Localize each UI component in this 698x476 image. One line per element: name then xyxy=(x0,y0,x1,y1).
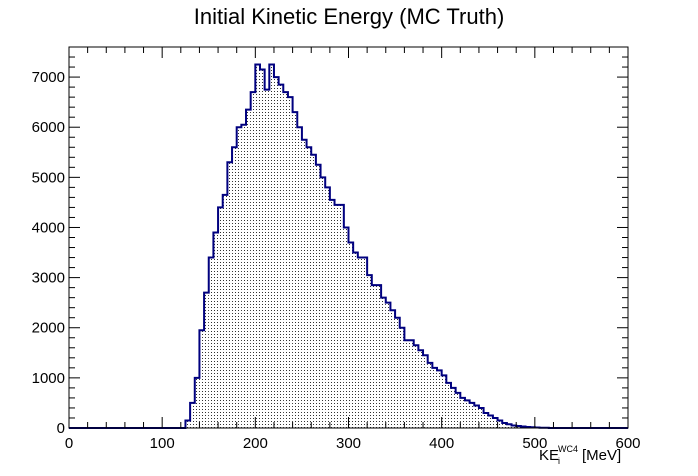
histogram-bar xyxy=(455,392,461,428)
histogram-bar xyxy=(506,424,512,428)
histogram-bar xyxy=(516,425,521,428)
y-tick-label: 6000 xyxy=(32,119,65,136)
histogram-bar xyxy=(343,227,349,428)
histogram-bar xyxy=(185,420,191,428)
histogram-bar xyxy=(301,139,307,429)
histogram-bar xyxy=(278,84,284,428)
histogram-bar xyxy=(311,154,316,428)
histogram-bar xyxy=(236,127,242,429)
histogram-bar xyxy=(381,297,386,428)
y-tick-label: 3000 xyxy=(32,270,65,287)
x-tick-label: 300 xyxy=(336,435,361,452)
histogram-bar xyxy=(208,257,214,428)
histogram-bar xyxy=(460,397,465,428)
histogram-bar xyxy=(250,92,256,429)
histogram-bar xyxy=(511,425,517,428)
histogram-bar xyxy=(367,275,372,428)
histogram-bar xyxy=(404,340,410,428)
histogram-bar xyxy=(241,124,247,428)
x-axis-label-sub: i xyxy=(558,456,560,466)
x-axis-label: KEi WC4 [MeV] xyxy=(539,444,621,466)
histogram-bar xyxy=(469,402,475,428)
histogram-bar xyxy=(273,77,279,428)
histogram-bar xyxy=(325,187,330,428)
histogram-bar xyxy=(502,422,507,428)
plot-area xyxy=(69,63,628,429)
histogram-bar xyxy=(474,405,479,428)
histogram-bar xyxy=(488,415,493,428)
histogram-bar xyxy=(357,257,363,428)
histogram-bar xyxy=(478,407,484,428)
histogram-bar xyxy=(297,127,302,429)
histogram-bar xyxy=(409,340,414,428)
y-tick-label: 0 xyxy=(57,420,65,437)
histogram-outline xyxy=(69,63,628,429)
histogram-bar xyxy=(232,147,237,428)
histogram-bar xyxy=(255,64,260,428)
histogram-bar xyxy=(450,387,456,428)
histogram-bar xyxy=(292,112,298,428)
histogram-bar xyxy=(329,199,335,428)
x-tick-label: 0 xyxy=(65,435,73,452)
y-tick-label: 5000 xyxy=(32,169,65,186)
histogram-bar xyxy=(283,92,288,429)
x-axis-label-unit: [MeV] xyxy=(582,447,621,464)
histogram-bar xyxy=(446,382,451,428)
histogram-bar xyxy=(246,109,251,428)
histogram-bar xyxy=(213,232,219,428)
histogram-bar xyxy=(199,330,205,428)
histogram-bar xyxy=(348,242,354,428)
x-tick-label: 200 xyxy=(243,435,268,452)
histogram-bar xyxy=(353,252,358,428)
histogram-bar xyxy=(399,327,405,428)
histogram-bar xyxy=(264,89,270,428)
histogram-bar xyxy=(218,207,223,428)
chart-title: Initial Kinetic Energy (MC Truth) xyxy=(194,4,505,29)
histogram-bar xyxy=(371,285,377,428)
histogram-bar xyxy=(427,362,433,428)
histogram-bar xyxy=(464,400,470,428)
histogram-bar xyxy=(204,292,209,428)
histogram-bar xyxy=(492,417,498,428)
histogram-bar xyxy=(432,367,438,428)
y-tick-label: 1000 xyxy=(32,370,65,387)
histogram-bar xyxy=(418,350,424,428)
x-tick-label: 600 xyxy=(615,435,640,452)
y-tick-label: 2000 xyxy=(32,320,65,337)
histogram-bar xyxy=(190,402,195,428)
x-axis-label-sup: WC4 xyxy=(558,444,578,454)
x-axis-label-main: KE xyxy=(539,447,559,464)
histogram-bar xyxy=(269,64,274,428)
x-tick-label: 500 xyxy=(522,435,547,452)
histogram-bar xyxy=(423,355,428,428)
x-tick-label: 100 xyxy=(150,435,175,452)
histogram-bar xyxy=(227,162,233,429)
histogram-bar xyxy=(441,375,447,428)
histogram-bar xyxy=(320,177,326,428)
histogram-bar xyxy=(334,204,340,428)
histogram-bar xyxy=(362,257,368,428)
histogram-bar xyxy=(497,420,503,428)
y-tick-label: 7000 xyxy=(32,69,65,86)
histogram-bar xyxy=(437,370,442,428)
histogram-bar xyxy=(385,302,391,428)
histogram-bar xyxy=(259,69,265,429)
histogram-bar xyxy=(315,164,321,428)
histogram-bar xyxy=(483,412,489,428)
histogram-bar xyxy=(339,204,344,428)
histogram-bar xyxy=(395,317,400,428)
x-tick-label: 400 xyxy=(429,435,454,452)
histogram-bar xyxy=(287,97,293,428)
axes: 0 100 200 300 400 500 600010002000300040005000… xyxy=(32,46,641,452)
histogram-bar xyxy=(376,285,382,428)
histogram-bar xyxy=(222,194,228,428)
histogram-bar xyxy=(413,345,419,428)
histogram-bar xyxy=(306,147,312,428)
histogram-bar xyxy=(194,377,200,428)
y-tick-label: 4000 xyxy=(32,219,65,236)
histogram-bar xyxy=(390,310,396,428)
